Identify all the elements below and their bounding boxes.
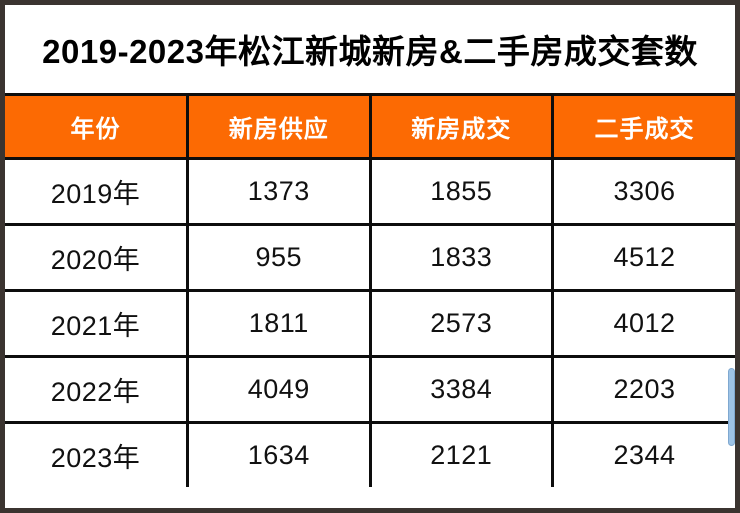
cell-resale-deals: 2203 [551,355,735,424]
table-row: 2023年 1634 2121 2344 [5,421,735,487]
table-row: 2019年 1373 1855 3306 [5,157,735,226]
cell-year: 2023年 [5,421,189,487]
cell-year: 2021年 [5,289,189,358]
transaction-table: 年份 新房供应 新房成交 二手成交 2019年 1373 1855 3306 2… [5,93,735,487]
table-row: 2020年 955 1833 4512 [5,223,735,292]
scrollbar-thumb[interactable] [728,368,735,446]
cell-resale-deals: 3306 [551,157,735,226]
cell-year: 2020年 [5,223,189,292]
cell-new-supply: 1634 [186,421,372,487]
cell-new-supply: 1811 [186,289,372,358]
cell-new-supply: 4049 [186,355,372,424]
cell-new-supply: 955 [186,223,372,292]
cell-resale-deals: 2344 [551,421,735,487]
column-header-resale-deals: 二手成交 [551,93,735,160]
cell-year: 2019年 [5,157,189,226]
cell-new-deals: 1833 [368,223,554,292]
cell-new-deals: 3384 [368,355,554,424]
cell-resale-deals: 4012 [551,289,735,358]
cell-new-deals: 2573 [368,289,554,358]
cell-year: 2022年 [5,355,189,424]
column-header-year: 年份 [5,93,189,160]
table-row: 2022年 4049 3384 2203 [5,355,735,424]
cell-new-deals: 1855 [368,157,554,226]
header-row: 年份 新房供应 新房成交 二手成交 [5,93,735,160]
table-row: 2021年 1811 2573 4012 [5,289,735,358]
cell-new-deals: 2121 [368,421,554,487]
cell-resale-deals: 4512 [551,223,735,292]
column-header-new-supply: 新房供应 [186,93,372,160]
column-header-new-deals: 新房成交 [368,93,554,160]
table-title: 2019-2023年松江新城新房&二手房成交套数 [5,5,735,93]
cell-new-supply: 1373 [186,157,372,226]
